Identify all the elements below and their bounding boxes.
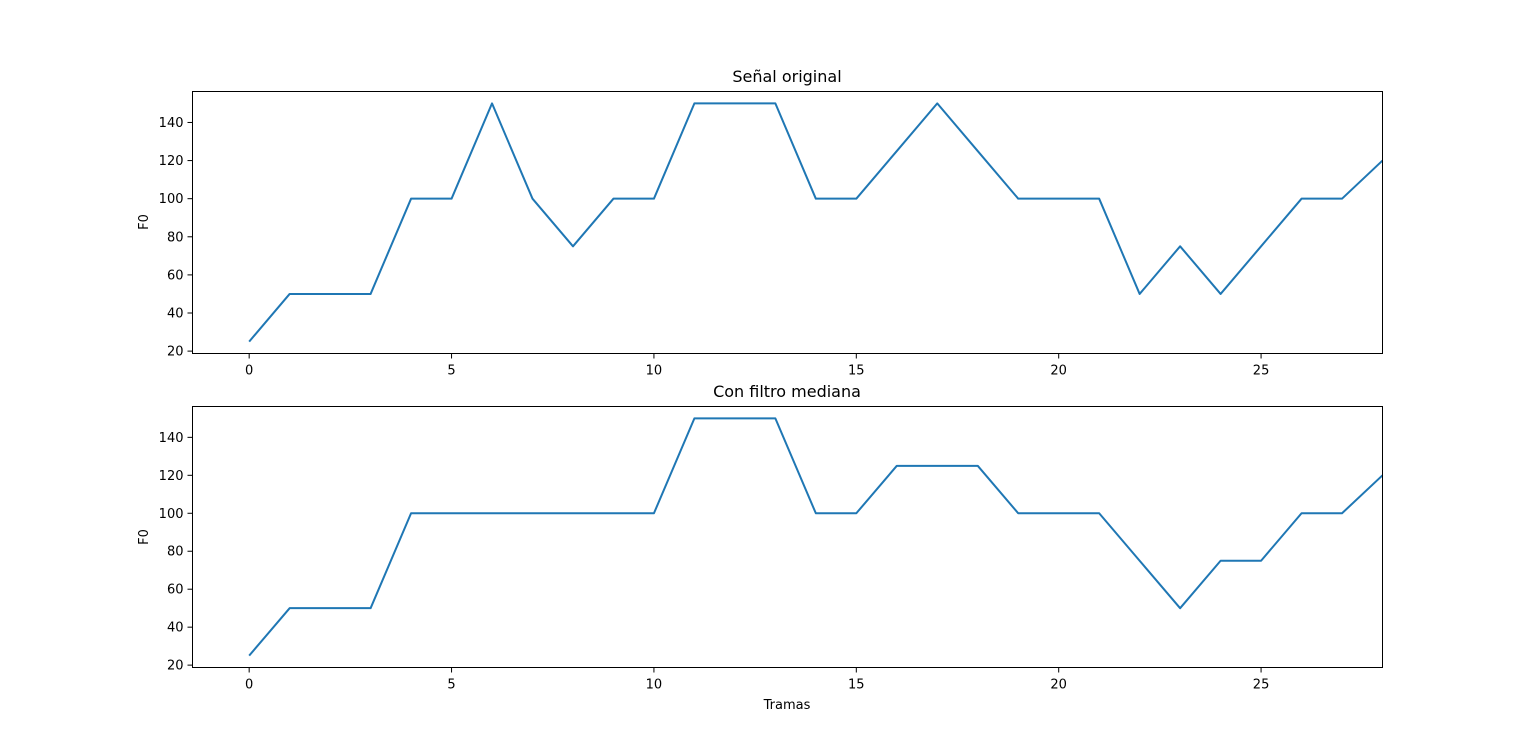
y-tick-label: 140: [159, 116, 184, 131]
series-group: [248, 417, 1384, 657]
x-axis-label: Tramas: [763, 698, 811, 713]
x-tick-label: 15: [848, 678, 865, 693]
x-tick-label: 15: [848, 364, 865, 379]
x-tick-label: 5: [447, 678, 455, 693]
y-tick-label: 40: [167, 307, 184, 322]
y-tick-label: 20: [167, 659, 184, 674]
axis-ticks: 0 5 10 15 20 25 20 40 60 80 100 120 140: [159, 116, 1270, 379]
y-tick-label: 120: [159, 154, 184, 169]
y-tick-label: 80: [167, 545, 184, 560]
x-tick-label: 0: [245, 678, 253, 693]
axes-frame: [192, 406, 1383, 668]
y-tick-label: 80: [167, 230, 184, 245]
series-line: [248, 417, 1384, 657]
y-axis-label: F0: [137, 529, 152, 545]
x-tick-label: 0: [245, 364, 253, 379]
x-tick-label: 20: [1050, 364, 1067, 379]
y-tick-label: 100: [159, 507, 184, 522]
y-tick-label: 60: [167, 268, 184, 283]
y-tick-label: 100: [159, 192, 184, 207]
series-group: [248, 102, 1384, 343]
x-tick-label: 5: [447, 364, 455, 379]
y-tick-label: 40: [167, 621, 184, 636]
subplot-title: Señal original: [732, 67, 841, 86]
y-tick-label: 20: [167, 345, 184, 360]
y-tick-label: 140: [159, 431, 184, 446]
x-tick-label: 10: [646, 678, 663, 693]
x-tick-label: 25: [1253, 364, 1270, 379]
y-tick-label: 120: [159, 469, 184, 484]
y-tick-label: 60: [167, 583, 184, 598]
y-axis-label: F0: [137, 214, 152, 230]
x-tick-label: 25: [1253, 678, 1270, 693]
x-tick-label: 20: [1050, 678, 1067, 693]
series-line: [248, 102, 1384, 343]
subplot-title: Con filtro mediana: [713, 382, 861, 401]
axes-frame: [192, 91, 1383, 354]
x-tick-label: 10: [646, 364, 663, 379]
subplot-original: Señal original F0 0 5 10 15 20 25 20 40 60 80 100 1…: [137, 67, 1384, 379]
subplot-median-filter: Con filtro mediana F0 Tramas 0 5 10 15 20 25 2…: [137, 382, 1384, 713]
axis-ticks: 0 5 10 15 20 25 20 40 60 80 100 120 140: [159, 431, 1270, 693]
